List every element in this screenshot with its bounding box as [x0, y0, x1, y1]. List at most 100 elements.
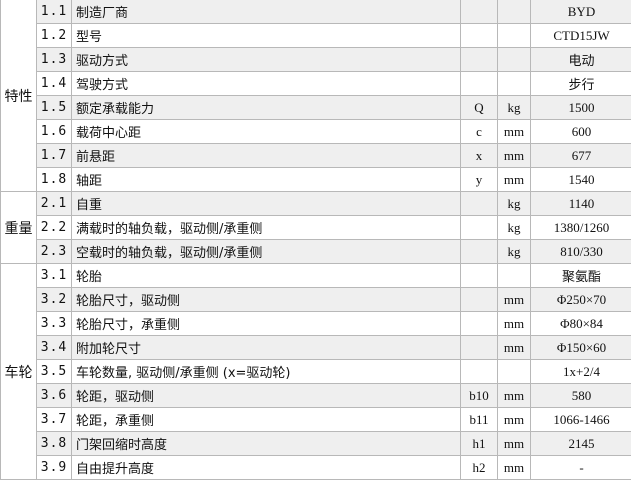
row-unit: mm — [497, 431, 531, 456]
row-number: 3.2 — [36, 287, 72, 312]
row-value: 1380/1260 — [530, 215, 631, 240]
table-row: 1.2 型号 CTD15JW — [1, 23, 631, 48]
row-number: 1.3 — [36, 47, 72, 72]
row-value: 677 — [530, 143, 631, 168]
row-symbol: c — [460, 119, 498, 144]
row-number: 3.3 — [36, 311, 72, 336]
row-value: BYD — [530, 0, 631, 24]
row-value: 1066-1466 — [530, 407, 631, 432]
table-row: 2.2 满载时的轴负载，驱动侧/承重侧 kg 1380/1260 — [1, 215, 631, 240]
row-number: 1.5 — [36, 95, 72, 120]
row-value: - — [530, 455, 631, 480]
row-symbol — [460, 239, 498, 264]
row-unit — [497, 47, 531, 72]
row-name: 轮胎尺寸，驱动侧 — [71, 287, 461, 312]
table-row: 1.4 驾驶方式 步行 — [1, 71, 631, 96]
row-value: Φ250×70 — [530, 287, 631, 312]
row-symbol: b10 — [460, 383, 498, 408]
row-name: 门架回缩时高度 — [71, 431, 461, 456]
row-name: 空载时的轴负载，驱动侧/承重侧 — [71, 239, 461, 264]
row-unit — [497, 71, 531, 96]
row-unit: kg — [497, 191, 531, 216]
row-name: 载荷中心距 — [71, 119, 461, 144]
table-row: 3.7 轮距，承重侧 b11 mm 1066-1466 — [1, 407, 631, 432]
row-symbol — [460, 47, 498, 72]
row-number: 2.1 — [36, 191, 72, 216]
row-name: 满载时的轴负载，驱动侧/承重侧 — [71, 215, 461, 240]
row-unit: kg — [497, 215, 531, 240]
row-unit — [497, 0, 531, 24]
table-row: 3.3 轮胎尺寸，承重侧 mm Φ80×84 — [1, 311, 631, 336]
group-label: 车轮 — [0, 263, 37, 480]
row-unit — [497, 23, 531, 48]
row-unit: mm — [497, 167, 531, 192]
row-number: 3.4 — [36, 335, 72, 360]
row-number: 3.7 — [36, 407, 72, 432]
row-number: 3.8 — [36, 431, 72, 456]
row-number: 1.1 — [36, 0, 72, 24]
row-name: 自由提升高度 — [71, 455, 461, 480]
row-value: 1540 — [530, 167, 631, 192]
row-name: 自重 — [71, 191, 461, 216]
row-name: 附加轮尺寸 — [71, 335, 461, 360]
table-row: 3.8 门架回缩时高度 h1 mm 2145 — [1, 431, 631, 456]
row-value: 810/330 — [530, 239, 631, 264]
table-row: 2.3 空载时的轴负载，驱动侧/承重侧 kg 810/330 — [1, 239, 631, 264]
row-name: 轴距 — [71, 167, 461, 192]
table-row: 1.6 载荷中心距 c mm 600 — [1, 119, 631, 144]
row-name: 驾驶方式 — [71, 71, 461, 96]
row-value: 1500 — [530, 95, 631, 120]
row-value: 580 — [530, 383, 631, 408]
group-label: 特性 — [0, 0, 37, 192]
row-unit: mm — [497, 383, 531, 408]
row-symbol: Q — [460, 95, 498, 120]
row-symbol: b11 — [460, 407, 498, 432]
table-row: 3.9 自由提升高度 h2 mm - — [1, 455, 631, 480]
row-unit: mm — [497, 407, 531, 432]
row-unit — [497, 263, 531, 288]
row-symbol — [460, 0, 498, 24]
row-symbol — [460, 359, 498, 384]
row-name: 前悬距 — [71, 143, 461, 168]
row-symbol — [460, 191, 498, 216]
row-name: 轮胎尺寸，承重侧 — [71, 311, 461, 336]
row-symbol — [460, 215, 498, 240]
row-symbol — [460, 311, 498, 336]
row-symbol: h1 — [460, 431, 498, 456]
row-value: 2145 — [530, 431, 631, 456]
row-unit: mm — [497, 287, 531, 312]
row-name: 轮距，承重侧 — [71, 407, 461, 432]
row-unit: mm — [497, 455, 531, 480]
row-name: 制造厂商 — [71, 0, 461, 24]
row-value: 步行 — [530, 71, 631, 96]
row-name: 车轮数量, 驱动侧/承重侧 (x=驱动轮) — [71, 359, 461, 384]
table-row: 车轮 3.1 轮胎 聚氨酯 — [0, 263, 631, 480]
row-number: 1.8 — [36, 167, 72, 192]
row-number: 1.6 — [36, 119, 72, 144]
row-symbol — [460, 287, 498, 312]
row-number: 3.5 — [36, 359, 72, 384]
row-value: 电动 — [530, 47, 631, 72]
table-row: 1.3 驱动方式 电动 — [1, 47, 631, 72]
row-value: 1140 — [530, 191, 631, 216]
row-name: 额定承载能力 — [71, 95, 461, 120]
row-value: 聚氨酯 — [530, 263, 631, 288]
table-row: 重量 2.1 自重 kg 1140 — [0, 191, 631, 264]
row-symbol — [460, 335, 498, 360]
row-unit: mm — [497, 335, 531, 360]
table-row: 3.4 附加轮尺寸 mm Φ150×60 — [1, 335, 631, 360]
table-row: 1.8 轴距 y mm 1540 — [1, 167, 631, 192]
row-number: 1.7 — [36, 143, 72, 168]
row-number: 3.6 — [36, 383, 72, 408]
row-unit: kg — [497, 239, 531, 264]
row-unit: mm — [497, 311, 531, 336]
group-label: 重量 — [0, 191, 37, 264]
row-unit: mm — [497, 143, 531, 168]
row-name: 轮胎 — [71, 263, 461, 288]
row-symbol: h2 — [460, 455, 498, 480]
row-unit: mm — [497, 119, 531, 144]
row-symbol — [460, 71, 498, 96]
table-row: 3.6 轮距，驱动侧 b10 mm 580 — [1, 383, 631, 408]
